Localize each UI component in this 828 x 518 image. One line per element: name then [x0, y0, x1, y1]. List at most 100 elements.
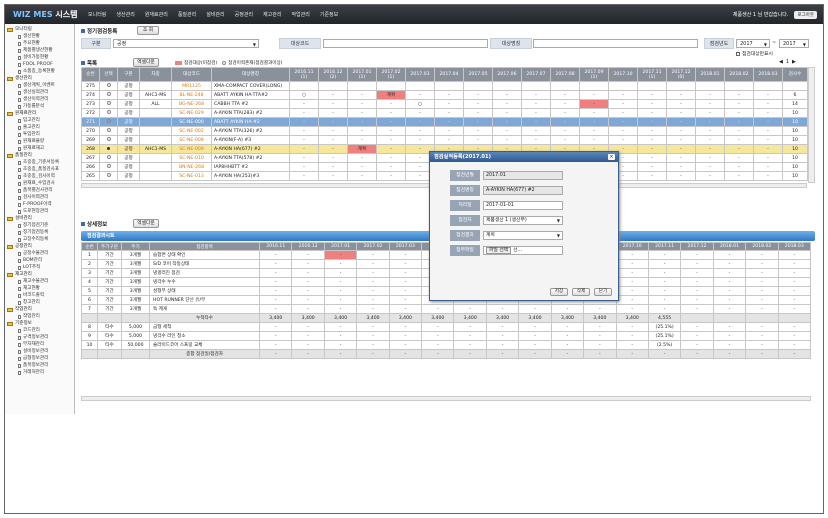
- detail-value-cell[interactable]: -: [356, 286, 390, 296]
- detail-value-cell[interactable]: -: [259, 259, 293, 269]
- month-cell[interactable]: -: [318, 108, 348, 118]
- detail-value-cell[interactable]: [745, 313, 779, 323]
- detail-value-cell[interactable]: -: [777, 349, 812, 359]
- detail-value-cell[interactable]: -: [453, 304, 487, 314]
- detail-value-cell[interactable]: -: [680, 250, 714, 260]
- sidebar-item[interactable]: 규격정보관리: [5, 334, 74, 341]
- month-cell[interactable]: -: [434, 126, 464, 136]
- month-cell[interactable]: -: [434, 135, 464, 145]
- detail-value-cell[interactable]: -: [615, 277, 649, 287]
- month-cell[interactable]: -: [666, 108, 696, 118]
- month-cell[interactable]: -: [318, 162, 348, 172]
- row-select[interactable]: [99, 117, 118, 127]
- sidebar-item[interactable]: 재고수불관리: [5, 278, 74, 285]
- detail-value-cell[interactable]: -: [259, 268, 293, 278]
- row-select[interactable]: [99, 171, 118, 181]
- detail-value-cell[interactable]: -: [615, 286, 649, 296]
- detail-value-cell[interactable]: -: [485, 349, 520, 359]
- month-cell[interactable]: -: [376, 153, 406, 163]
- table-row[interactable]: 269 공정 SC-NE-008 A-AYKIN(F-A) #3- - - - - - - - - - -…: [81, 135, 808, 145]
- detail-value-cell[interactable]: -: [453, 340, 487, 350]
- radio-icon[interactable]: [106, 137, 111, 142]
- month-cell[interactable]: -: [724, 126, 754, 136]
- detail-value-cell[interactable]: -: [518, 340, 552, 350]
- detail-value-cell[interactable]: -: [680, 331, 714, 341]
- detail-value-cell[interactable]: -: [550, 331, 585, 341]
- month-cell[interactable]: -: [637, 153, 667, 163]
- pager-next-icon[interactable]: ▶: [792, 59, 796, 65]
- detail-value-cell[interactable]: [680, 313, 714, 323]
- sidebar-item[interactable]: 작업관리: [5, 306, 74, 313]
- month-cell[interactable]: -: [376, 171, 406, 181]
- sidebar-item[interactable]: 품목별검사관리: [5, 187, 74, 194]
- delete-button[interactable]: 삭제: [572, 288, 590, 296]
- dialog-field-value[interactable]: 2017-01-01: [483, 201, 563, 210]
- sidebar-item[interactable]: 설비정보관리: [5, 348, 74, 355]
- month-cell[interactable]: [550, 81, 580, 91]
- detail-value-cell[interactable]: -: [615, 295, 649, 305]
- detail-value-cell[interactable]: -: [745, 286, 779, 296]
- detail-value-cell[interactable]: 3,400: [550, 313, 585, 323]
- sidebar-item[interactable]: 원재료재고: [5, 145, 74, 152]
- detail-value-cell[interactable]: -: [323, 304, 358, 314]
- sidebar-item[interactable]: 품질관리: [5, 152, 74, 159]
- detail-value-cell[interactable]: -: [647, 295, 682, 305]
- month-cell[interactable]: -: [521, 126, 551, 136]
- month-cell[interactable]: -: [637, 117, 667, 127]
- detail-value-cell[interactable]: -: [323, 331, 358, 341]
- detail-value-cell[interactable]: -: [356, 295, 390, 305]
- sidebar-item[interactable]: 재고현황: [5, 285, 74, 292]
- detail-value-cell[interactable]: -: [356, 349, 390, 359]
- month-cell[interactable]: -: [753, 126, 783, 136]
- sidebar-item[interactable]: FOOL PROOF: [5, 61, 74, 68]
- month-cell[interactable]: -: [753, 171, 783, 181]
- month-cell[interactable]: -: [753, 135, 783, 145]
- detail-value-cell[interactable]: -: [388, 286, 423, 296]
- month-cell[interactable]: -: [637, 162, 667, 172]
- list-excel-button[interactable]: 엑셀다운: [133, 58, 159, 67]
- detail-value-cell[interactable]: -: [388, 277, 423, 287]
- month-cell[interactable]: -: [492, 90, 522, 100]
- month-cell[interactable]: -: [521, 117, 551, 127]
- detail-value-cell[interactable]: -: [550, 304, 585, 314]
- detail-value-cell[interactable]: -: [745, 304, 779, 314]
- sidebar-item[interactable]: 바코드출력: [5, 292, 74, 299]
- detail-value-cell[interactable]: -: [680, 295, 714, 305]
- detail-value-cell[interactable]: -: [323, 286, 358, 296]
- sidebar-item[interactable]: 초중종_기준서등록: [5, 159, 74, 166]
- detail-value-cell[interactable]: -: [550, 349, 585, 359]
- month-cell[interactable]: -: [724, 99, 754, 109]
- month-cell[interactable]: -: [289, 108, 319, 118]
- sidebar-item[interactable]: 창고관리: [5, 299, 74, 306]
- menu-item[interactable]: 생산관리: [116, 12, 135, 18]
- detail-value-cell[interactable]: -: [680, 259, 714, 269]
- month-cell[interactable]: [405, 81, 435, 91]
- month-cell[interactable]: -: [463, 108, 493, 118]
- row-select[interactable]: [99, 135, 118, 145]
- sidebar-item[interactable]: 검사이력관리: [5, 194, 74, 201]
- detail-value-cell[interactable]: -: [647, 286, 682, 296]
- detail-value-cell[interactable]: -: [291, 259, 325, 269]
- month-cell[interactable]: -: [666, 117, 696, 127]
- detail-value-cell[interactable]: -: [647, 259, 682, 269]
- detail-value-cell[interactable]: -: [259, 250, 293, 260]
- year-from-select[interactable]: 2017: [736, 39, 770, 49]
- detail-value-cell[interactable]: -: [745, 331, 779, 341]
- menu-item[interactable]: 재고관리: [263, 12, 282, 18]
- detail-value-cell[interactable]: [777, 313, 812, 323]
- month-cell[interactable]: -: [753, 99, 783, 109]
- table-row[interactable]: 271 공정 SC-NE-000 ABATT AYKIN HA-#2- - - - - - - - -…: [81, 117, 808, 127]
- detail-value-cell[interactable]: -: [518, 331, 552, 341]
- month-cell[interactable]: -: [376, 126, 406, 136]
- detail-value-cell[interactable]: -: [388, 268, 423, 278]
- month-cell[interactable]: -: [637, 90, 667, 100]
- detail-value-cell[interactable]: -: [323, 259, 358, 269]
- sidebar-item[interactable]: 원재료불량: [5, 138, 74, 145]
- radio-icon[interactable]: [106, 128, 111, 133]
- detail-value-cell[interactable]: -: [388, 340, 423, 350]
- detail-value-cell[interactable]: -: [712, 304, 747, 314]
- detail-value-cell[interactable]: -: [421, 349, 455, 359]
- month-cell[interactable]: -: [463, 135, 493, 145]
- detail-value-cell[interactable]: -: [388, 331, 423, 341]
- sidebar-item[interactable]: 출고관리: [5, 124, 74, 131]
